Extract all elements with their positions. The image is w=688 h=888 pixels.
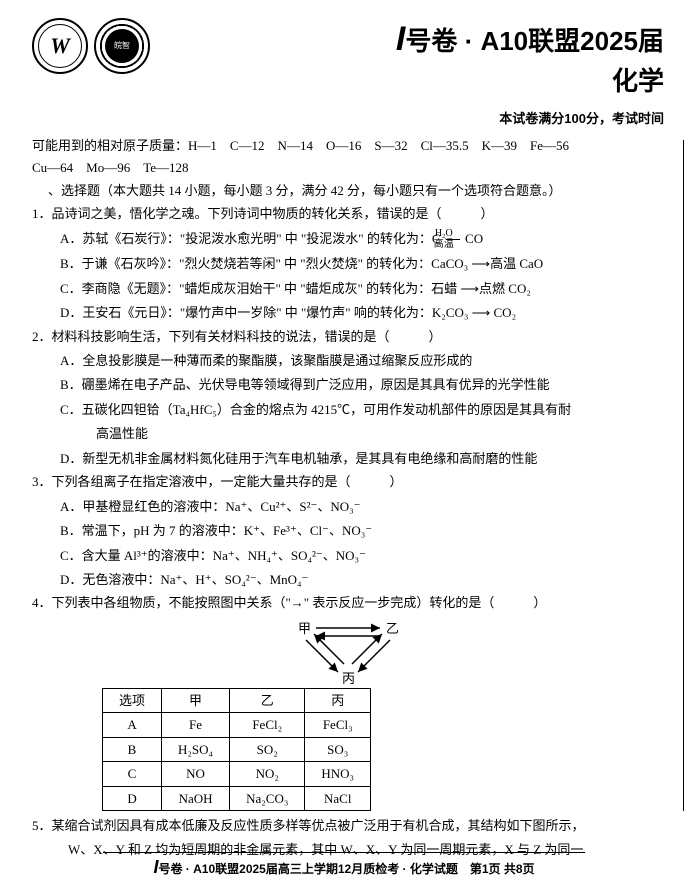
q2-optA: A．全息投影膜是一种薄而柔的聚酯膜，该聚酯膜是通过缩聚反应形成的 xyxy=(60,350,664,371)
cell: NaCl xyxy=(305,786,371,810)
table-row: 选项 甲 乙 丙 xyxy=(103,688,371,712)
paper-series-title: I号卷 · A10联盟2025届 xyxy=(160,20,664,59)
q3-optC: C．含大量 Al³⁺的溶液中：Na⁺、NH₄⁺、SO₄²⁻、NO₃⁻ xyxy=(60,545,664,566)
q3-stem: 3．下列各组离子在指定溶液中，一定能大量共存的是（ ） xyxy=(32,471,664,492)
cell: NaOH xyxy=(162,786,230,810)
logo2-text: 皖智 xyxy=(105,29,139,63)
cell: SO₂ xyxy=(230,737,305,761)
q2-optC-l2: 高温性能 xyxy=(78,423,664,444)
q2-optB: B．硼墨烯在电子产品、光伏导电等领域得到广泛应用，原因是其具有优异的光学性能 xyxy=(60,374,664,395)
q1-optC: C．李商隐《无题》："蜡炬成灰泪始干" 中 "蜡炬成灰" 的转化为：石蜡 ⟶点燃… xyxy=(60,278,664,299)
q5-l1: 5．某缩合试剂因具有成本低廉及反应性质多样等优点被广泛用于有机合成，其结构如下图… xyxy=(32,815,664,836)
body: 可能用到的相对原子质量：H—1 C—12 N—14 O—16 S—32 Cl—3… xyxy=(32,135,664,861)
q2-optC-l1: C．五碳化四钽铪（Ta₄HfC₅）合金的熔点为 4215℃，可用作发动机部件的原… xyxy=(60,399,664,420)
q3-optA: A．甲基橙显红色的溶液中：Na⁺、Cu²⁺、S²⁻、NO₃⁻ xyxy=(60,496,664,517)
cell: FeCl₃ xyxy=(305,713,371,737)
q1-optD: D．王安石《元日》："爆竹声中一岁除" 中 "爆竹声" 响的转化为：K₂CO₃ … xyxy=(60,302,664,323)
q1-stem: 1．品诗词之美，悟化学之魂。下列诗词中物质的转化关系，错误的是（ ） xyxy=(32,203,664,224)
q3-optD: D．无色溶液中：Na⁺、H⁺、SO₄²⁻、MnO₄⁻ xyxy=(60,569,664,590)
cell: HNO₃ xyxy=(305,762,371,786)
q2-optD: D．新型无机非金属材料氮化硅用于汽车电机轴承，是其具有电绝缘和高耐磨的性能 xyxy=(60,448,664,469)
cell: H₂SO₄ xyxy=(162,737,230,761)
right-margin-rule xyxy=(683,140,685,811)
cell: A xyxy=(103,713,162,737)
table-row: B H₂SO₄ SO₂ SO₃ xyxy=(103,737,371,761)
cell: SO₃ xyxy=(305,737,371,761)
diagram-label-bing: 丙 xyxy=(342,668,355,689)
col-jia: 甲 xyxy=(162,688,230,712)
exam-info: 本试卷满分100分，考试时间 xyxy=(32,108,664,127)
title-line1: 号卷 · A10联盟2025届 xyxy=(405,26,664,56)
q2-stem: 2．材料科技影响生活，下列有关材料科技的说法，错误的是（ ） xyxy=(32,326,664,347)
q4-table: 选项 甲 乙 丙 A Fe FeCl₂ FeCl₃ B H₂SO₄ SO₂ SO… xyxy=(102,688,664,811)
table-row: D NaOH Na₂CO₃ NaCl xyxy=(103,786,371,810)
q4-stem: 4．下列表中各组物质，不能按照图中关系（"→" 表示反应一步完成）转化的是（ ） xyxy=(32,592,664,613)
diagram-label-yi: 乙 xyxy=(386,618,399,639)
col-bing: 丙 xyxy=(305,688,371,712)
cell: B xyxy=(103,737,162,761)
q3-optB: B．常温下，pH 为 7 的溶液中：K⁺、Fe³⁺、Cl⁻、NO₃⁻ xyxy=(60,520,664,541)
diagram-label-jia: 甲 xyxy=(298,618,311,639)
section1-heading: 、选择题（本大题共 14 小题，每小题 3 分，满分 42 分，每小题只有一个选… xyxy=(48,180,664,201)
table-row: C NO NO₂ HNO₃ xyxy=(103,762,371,786)
table-row: A Fe FeCl₂ FeCl₃ xyxy=(103,713,371,737)
cell: FeCl₂ xyxy=(230,713,305,737)
page-footer: I号卷 · A10联盟2025届高三上学期12月质检考 · 化学试题 第1页 共… xyxy=(0,852,688,878)
atomic-mass-line2: Cu—64 Mo—96 Te—128 xyxy=(32,157,664,178)
q1-A-pre: A．苏轼《石炭行》："投泥泼水愈光明" 中 "投泥泼水" 的转化为：C xyxy=(60,231,441,246)
cell: C xyxy=(103,762,162,786)
footer-rule xyxy=(103,852,585,853)
q1-A-post: CO xyxy=(465,231,483,246)
header: W 皖智 I号卷 · A10联盟2025届 化学 xyxy=(32,18,664,98)
school-logo-1: W xyxy=(32,18,88,74)
cell: Na₂CO₃ xyxy=(230,786,305,810)
cell: NO xyxy=(162,762,230,786)
cell: D xyxy=(103,786,162,810)
title-block: I号卷 · A10联盟2025届 化学 xyxy=(160,18,664,98)
q1-A-frac-den: 高温 xyxy=(446,240,460,250)
subject-title: 化学 xyxy=(160,61,664,98)
atomic-mass-line1: 可能用到的相对原子质量：H—1 C—12 N—14 O—16 S—32 Cl—3… xyxy=(32,135,664,156)
cell: Fe xyxy=(162,713,230,737)
q4-diagram: 甲 乙 丙 xyxy=(268,620,428,684)
reaction-condition-icon: H₂O 高温 xyxy=(446,229,460,250)
school-logo-2: 皖智 xyxy=(94,18,150,74)
q1-optA: A．苏轼《石炭行》："投泥泼水愈光明" 中 "投泥泼水" 的转化为：C H₂O … xyxy=(60,228,664,251)
q1-optB: B．于谦《石灰吟》："烈火焚烧若等闲" 中 "烈火焚烧" 的转化为：CaCO₃ … xyxy=(60,253,664,274)
options-table: 选项 甲 乙 丙 A Fe FeCl₂ FeCl₃ B H₂SO₄ SO₂ SO… xyxy=(102,688,371,811)
cell: NO₂ xyxy=(230,762,305,786)
col-option: 选项 xyxy=(103,688,162,712)
col-yi: 乙 xyxy=(230,688,305,712)
footer-text: 号卷 · A10联盟2025届高三上学期12月质检考 · 化学试题 第1页 共8… xyxy=(158,862,534,876)
